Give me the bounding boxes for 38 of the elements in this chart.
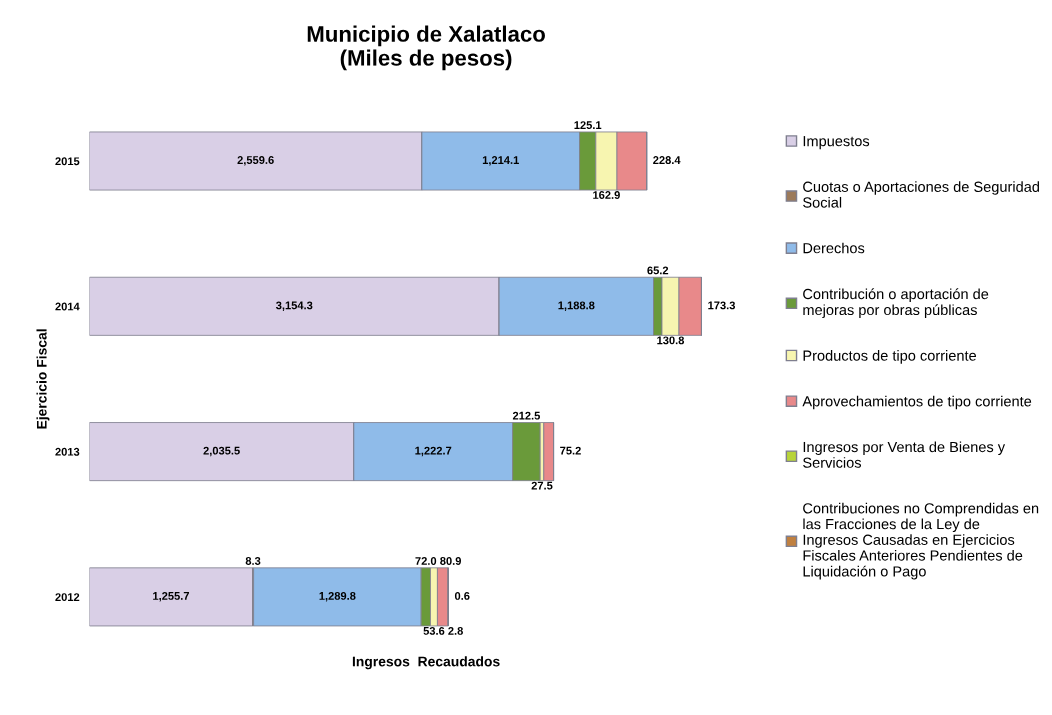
- data-label: 80.9: [440, 557, 462, 565]
- data-label: 162.9: [593, 191, 620, 199]
- data-label: 1,188.8: [558, 301, 595, 311]
- chart-title: Municipio de Xalatlaco (Miles de pesos): [307, 25, 545, 71]
- data-label: 1,222.7: [415, 446, 452, 457]
- y-tick-label: 2013: [55, 447, 80, 456]
- legend-label: Contribuciones no Comprendidas en las Fracciones de la Ley de Ingresos Causadas en Ejercicios Fiscales Anteriores Pendientes de Liquidación o Pago: [803, 502, 1039, 580]
- legend-label: Derechos: [803, 242, 865, 254]
- legend-label: Ingresos por Venta de Bienes y Servicios: [803, 441, 1006, 468]
- data-label: 1,255.7: [153, 592, 190, 602]
- data-label: 2.8: [448, 626, 463, 635]
- data-label: 8.3: [245, 557, 261, 565]
- legend-label: Impuestos: [803, 136, 870, 150]
- legend-label: Aprovechamientos de tipo corriente: [802, 395, 1032, 410]
- legend-label: Cuotas o Aportaciones de Seguridad Social: [803, 181, 1039, 208]
- y-tick-label: 2014: [55, 302, 80, 311]
- data-label: 27.5: [531, 481, 553, 490]
- data-label: 1,289.8: [319, 592, 356, 602]
- data-label: 2,559.6: [237, 156, 274, 166]
- data-label: 228.4: [653, 156, 681, 164]
- data-label: 2,035.5: [203, 446, 240, 457]
- data-label: 3,154.3: [275, 301, 313, 311]
- data-label: 173.3: [708, 301, 736, 310]
- y-tick-label: 2015: [55, 157, 80, 166]
- data-label: 65.2: [647, 266, 669, 275]
- legend-label: Contribución o aportación de mejoras por obras públicas: [803, 288, 989, 318]
- data-label: 53.6: [423, 626, 445, 635]
- x-axis-title: Ingresos Recaudados: [352, 656, 500, 670]
- data-label: 130.8: [657, 336, 685, 345]
- data-label: 0.6: [454, 592, 470, 600]
- data-label: 72.0: [415, 557, 437, 565]
- legend-label: Productos de tipo corriente: [803, 350, 977, 364]
- y-tick-label: 2012: [55, 593, 80, 602]
- data-label: 125.1: [574, 121, 602, 130]
- y-axis-title: Ejercicio Fiscal: [36, 329, 50, 429]
- data-label: 75.2: [560, 446, 581, 455]
- data-label: 1,214.1: [482, 156, 519, 166]
- data-label: 212.5: [512, 411, 541, 420]
